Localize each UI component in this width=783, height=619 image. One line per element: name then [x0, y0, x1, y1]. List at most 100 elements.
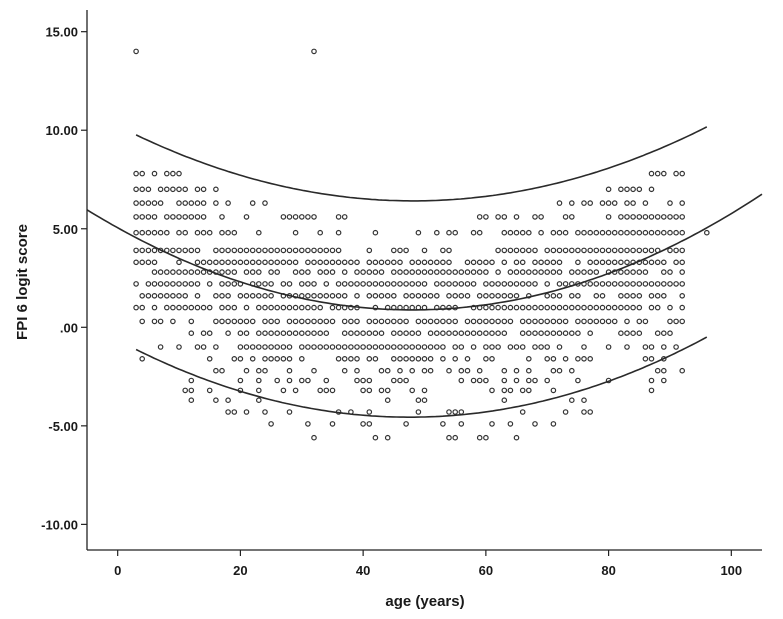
- data-point: [384, 281, 391, 287]
- data-point: [648, 186, 655, 193]
- data-point: [513, 292, 520, 299]
- data-point: [219, 304, 225, 311]
- data-point: [255, 387, 262, 394]
- data-point: [335, 304, 342, 311]
- data-point: [182, 247, 189, 254]
- y-axis-ticks: 15.00 10.00 5.00 .00 -5.00 -10.00: [41, 25, 87, 532]
- data-point: [519, 387, 526, 394]
- data-point: [550, 292, 557, 299]
- data-point: [366, 269, 373, 275]
- data-point: [219, 367, 225, 374]
- data-point: [323, 292, 330, 299]
- data-point: [409, 355, 416, 362]
- data-point: [587, 318, 594, 325]
- data-point: [538, 229, 544, 236]
- data-point: [679, 259, 686, 266]
- data-point: [599, 318, 606, 325]
- data-point: [176, 170, 182, 177]
- data-point: [157, 318, 164, 325]
- data-point: [329, 247, 336, 254]
- data-point: [323, 344, 330, 350]
- data-point: [194, 200, 201, 206]
- data-point: [390, 377, 397, 384]
- data-point: [317, 292, 324, 299]
- data-point: [384, 397, 391, 404]
- data-point: [139, 170, 146, 177]
- data-point: [329, 259, 336, 266]
- data-point: [213, 186, 219, 193]
- data-point: [384, 387, 391, 394]
- data-point: [636, 186, 643, 193]
- data-point: [507, 292, 514, 299]
- data-point: [409, 367, 416, 374]
- data-point: [133, 229, 139, 236]
- data-point: [476, 377, 483, 384]
- data-point: [274, 330, 281, 337]
- data-point: [378, 387, 385, 394]
- data-point: [489, 259, 495, 266]
- data-point: [409, 259, 416, 266]
- data-point: [495, 292, 501, 299]
- data-point: [630, 269, 636, 275]
- data-point: [611, 259, 618, 266]
- data-point: [390, 355, 397, 362]
- data-point: [151, 214, 158, 220]
- data-point: [335, 247, 342, 254]
- data-point: [433, 229, 440, 236]
- data-point: [630, 186, 636, 193]
- data-point: [225, 304, 231, 311]
- data-point: [237, 344, 244, 350]
- fit-curves: [86, 126, 763, 418]
- data-point: [200, 269, 207, 275]
- data-point: [249, 355, 256, 362]
- data-point: [384, 434, 391, 441]
- data-point: [605, 186, 612, 193]
- data-point: [139, 229, 146, 236]
- data-point: [581, 344, 587, 350]
- data-point: [262, 247, 268, 254]
- data-point: [476, 292, 483, 299]
- data-point: [433, 281, 440, 287]
- data-point: [268, 247, 274, 254]
- data-point: [568, 269, 575, 275]
- data-point: [421, 355, 428, 362]
- data-point: [427, 344, 434, 350]
- data-point: [470, 318, 477, 325]
- data-point: [458, 409, 465, 415]
- data-point: [255, 304, 262, 311]
- data-point: [182, 186, 189, 193]
- data-point: [648, 344, 655, 350]
- data-point: [525, 229, 532, 236]
- data-point: [679, 214, 686, 220]
- data-point: [274, 247, 281, 254]
- data-point: [409, 281, 416, 287]
- data-point: [268, 269, 274, 275]
- data-point: [268, 259, 274, 266]
- data-point: [200, 200, 207, 206]
- data-point: [630, 229, 636, 236]
- data-point: [679, 367, 686, 374]
- data-point: [519, 344, 526, 350]
- data-point: [403, 355, 409, 362]
- data-point: [298, 318, 305, 325]
- data-point: [507, 421, 514, 427]
- data-point: [427, 318, 434, 325]
- data-point: [654, 214, 661, 220]
- data-point: [642, 281, 649, 287]
- lower-band-curve: [135, 336, 708, 418]
- data-point: [243, 330, 250, 337]
- data-point: [440, 330, 446, 337]
- data-point: [157, 281, 164, 287]
- data-point: [513, 377, 520, 384]
- data-point: [255, 269, 262, 275]
- data-point: [660, 229, 667, 236]
- data-point: [483, 330, 489, 337]
- data-point: [446, 247, 452, 254]
- data-point: [372, 292, 379, 299]
- data-point: [525, 367, 532, 374]
- data-point: [366, 259, 373, 266]
- data-point: [587, 304, 594, 311]
- data-point: [611, 318, 618, 325]
- data-point: [219, 281, 225, 287]
- data-point: [354, 259, 360, 266]
